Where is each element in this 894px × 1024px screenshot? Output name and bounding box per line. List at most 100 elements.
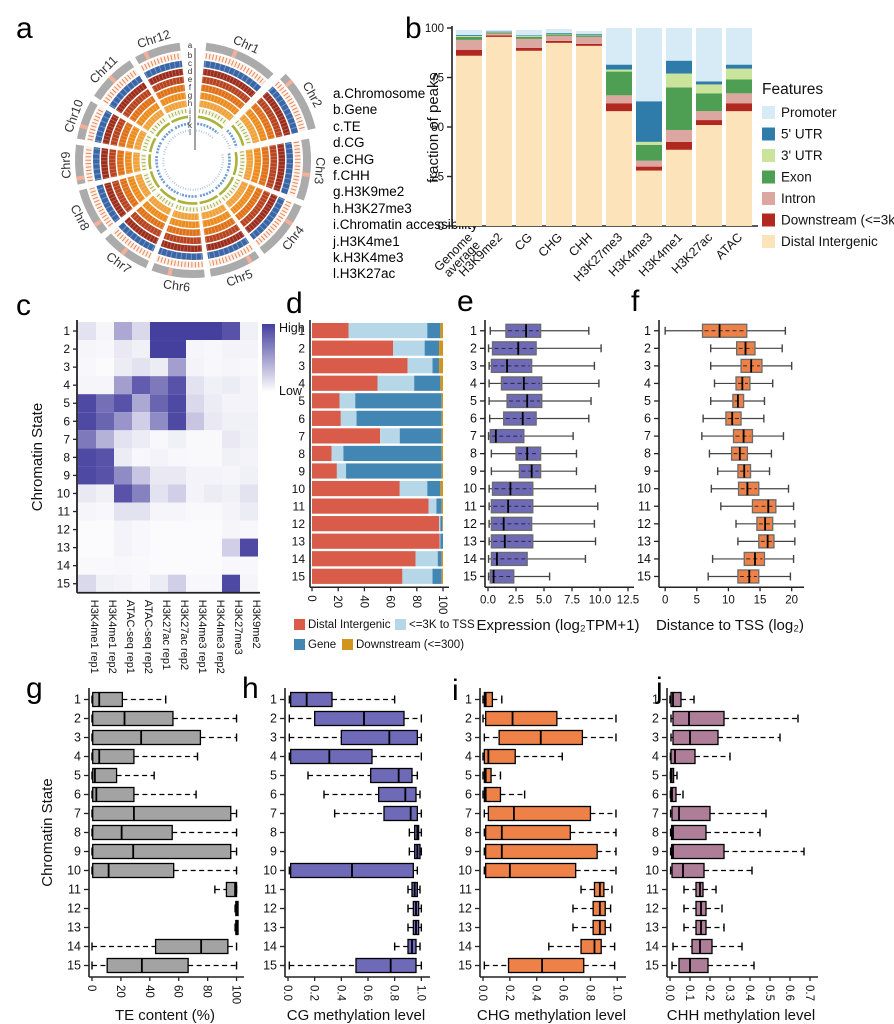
box-state-6 xyxy=(482,786,526,803)
column-label: ATAC-seq rep2 xyxy=(142,600,154,674)
heatmap-cell xyxy=(114,376,132,395)
box-state-9 xyxy=(716,464,771,479)
svg-text:80: 80 xyxy=(410,595,422,608)
heatmap-cell xyxy=(204,484,222,503)
svg-text:0.0: 0.0 xyxy=(480,594,496,606)
box-state-4 xyxy=(288,748,423,765)
legend-label: Gene xyxy=(308,639,336,651)
state-label: 4 xyxy=(270,750,277,764)
box-state-5 xyxy=(488,393,592,409)
state-label: 13 xyxy=(463,534,477,548)
box-state-4 xyxy=(91,748,199,765)
state-label: 12 xyxy=(458,902,472,916)
x-axis-label: Expression (log₂TPM+1) xyxy=(477,617,640,634)
state-label: 2 xyxy=(270,712,277,726)
heatmap-cell xyxy=(204,394,222,413)
track-legend-item: d.CG xyxy=(333,135,365,151)
y-axis-label: Chromatin State xyxy=(29,403,46,511)
box-state-6 xyxy=(669,786,684,803)
heatmap-cell xyxy=(78,358,96,377)
state-bar-5 xyxy=(312,393,443,409)
heatmap-cell xyxy=(240,448,258,467)
legend-swatch xyxy=(762,106,775,119)
state-bar-11 xyxy=(312,498,443,514)
state-label: 8 xyxy=(465,826,472,840)
heatmap-cell xyxy=(132,448,150,467)
state-bar-13 xyxy=(312,533,443,549)
state-label: 8 xyxy=(652,826,659,840)
track-letter: j xyxy=(188,114,191,123)
svg-text:1.0: 1.0 xyxy=(610,985,622,1001)
bar-Genome-average xyxy=(456,29,482,226)
state-label: 8 xyxy=(74,826,81,840)
track-legend-item: e.CHG xyxy=(333,151,375,167)
heatmap-cell xyxy=(78,538,96,557)
heatmap-cell xyxy=(204,556,222,575)
heatmap-cell xyxy=(96,556,114,575)
state-label: 4 xyxy=(298,377,305,391)
state-label: 1 xyxy=(298,324,305,338)
state-label: 12 xyxy=(463,517,477,531)
state-label: 15 xyxy=(645,959,659,973)
state-label: 8 xyxy=(270,826,277,840)
state-label: 13 xyxy=(263,921,277,935)
heatmap-cell xyxy=(114,556,132,575)
box-state-5 xyxy=(307,767,419,784)
svg-text:0: 0 xyxy=(85,985,97,991)
state-label: 7 xyxy=(63,432,70,446)
svg-text:100: 100 xyxy=(425,23,444,35)
heatmap-cell xyxy=(150,322,168,341)
heatmap-cell xyxy=(186,412,204,431)
heatmap-cell xyxy=(186,322,204,341)
heatmap-cell xyxy=(222,412,240,431)
legend-label: 3' UTR xyxy=(781,148,823,163)
state-label: 10 xyxy=(67,864,81,878)
legend-label: Downstream (<=300) xyxy=(356,639,464,651)
state-label: 9 xyxy=(652,845,659,859)
box-state-12 xyxy=(683,900,723,917)
panel-letter-c: c xyxy=(16,289,31,322)
chromosome-Chr9: Chr9 xyxy=(59,144,165,185)
state-label: 9 xyxy=(74,845,81,859)
state-label: 1 xyxy=(270,693,277,707)
chromosome-Chr1: Chr1 xyxy=(196,33,274,140)
box-state-10 xyxy=(91,862,238,879)
state-label: 1 xyxy=(465,693,472,707)
state-label: 13 xyxy=(57,541,71,555)
heatmap-cell xyxy=(204,520,222,539)
chromosome-Chr12: Chr12 xyxy=(135,27,190,136)
state-label: 10 xyxy=(458,864,472,878)
heatmap-cell xyxy=(168,358,186,377)
state-label: 13 xyxy=(637,534,651,548)
svg-text:25: 25 xyxy=(431,172,444,184)
box-state-10 xyxy=(483,862,617,879)
legend-swatch xyxy=(294,639,305,650)
heatmap-cell xyxy=(132,484,150,503)
svg-text:20: 20 xyxy=(331,595,343,608)
state-label: 5 xyxy=(298,394,305,408)
box-state-10 xyxy=(288,862,419,879)
x-axis-label: CG methylation level xyxy=(287,1007,425,1024)
track-letter: d xyxy=(188,67,192,76)
svg-text:0.0: 0.0 xyxy=(476,985,488,1001)
state-bar-14 xyxy=(312,551,443,567)
column-label: H3K4me3 rep2 xyxy=(214,600,226,674)
track-letter: a xyxy=(188,41,193,50)
chromosome-Chr4: Chr4 xyxy=(210,171,307,254)
state-label: 3 xyxy=(298,359,305,373)
heatmap-cell xyxy=(150,358,168,377)
heatmap-cell xyxy=(150,466,168,485)
heatmap-cell xyxy=(204,466,222,485)
svg-text:1.0: 1.0 xyxy=(414,985,426,1001)
svg-text:0: 0 xyxy=(438,221,444,233)
box-state-8 xyxy=(408,824,423,841)
state-label: 7 xyxy=(470,429,477,443)
heatmap-cell xyxy=(132,502,150,521)
legend-label: Exon xyxy=(781,170,812,185)
heatmap-cell xyxy=(240,466,258,485)
state-label: 4 xyxy=(74,750,81,764)
heatmap-cell xyxy=(168,520,186,539)
state-label: 7 xyxy=(270,807,277,821)
state-label: 6 xyxy=(74,788,81,802)
